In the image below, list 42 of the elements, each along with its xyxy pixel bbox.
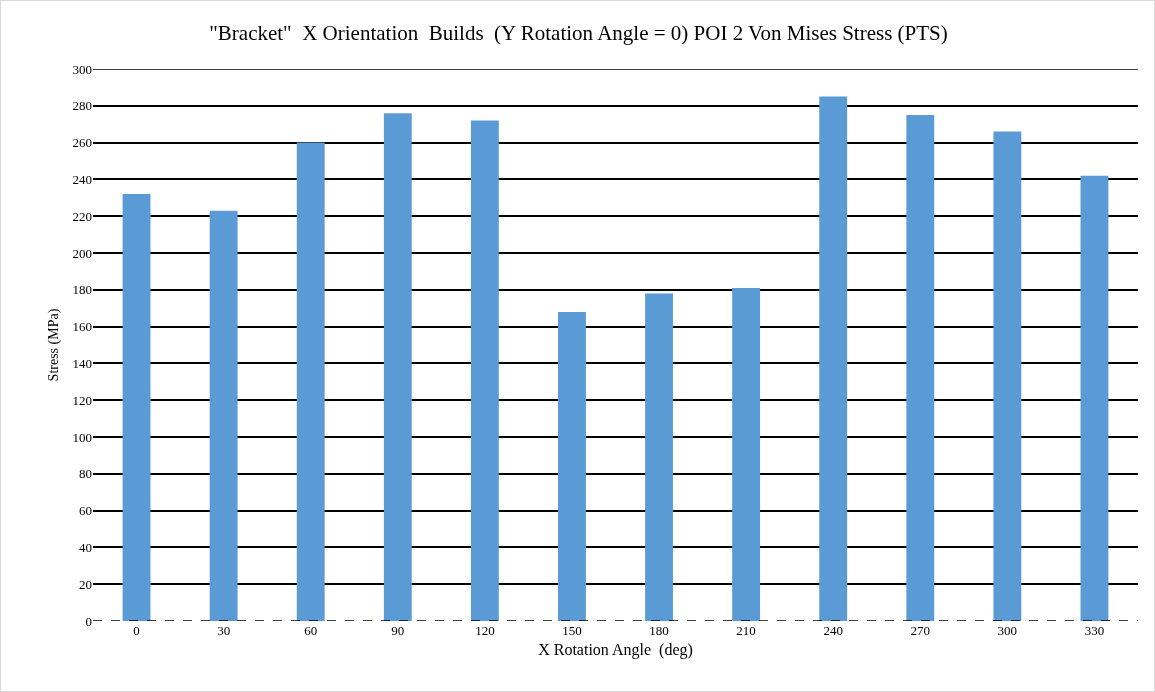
y-tick-label: 240 [72,171,92,187]
x-tick-label: 60 [304,623,318,638]
y-axis-title: Stress (MPa) [46,308,63,382]
y-tick-label: 260 [72,135,92,151]
x-tick-label: 330 [1084,623,1105,638]
y-tick-label: 300 [72,61,92,77]
y-tick-label: 220 [72,208,92,224]
bar [1080,175,1109,621]
y-tick-label: 20 [79,576,92,592]
y-tick-label: 140 [72,355,92,371]
x-tick-label: 240 [823,623,843,638]
y-tick-label: 200 [72,245,92,261]
x-tick-label: 0 [133,623,140,638]
y-tick-label: 40 [79,539,92,555]
y-tick-label: 180 [72,282,92,298]
bar [470,120,499,621]
bar [819,96,848,621]
x-tick-label: 90 [391,623,405,638]
y-tick-label: 120 [72,392,92,408]
bar [645,293,673,621]
bar [122,194,151,621]
bar [558,311,586,621]
y-tick-label: 280 [72,98,92,114]
chart-title: "Bracket" X Orientation Builds (Y Rotation Angle = 0) POI 2 Von Mises Stress (PTS) [209,20,948,45]
x-tick-label: 270 [910,623,931,638]
x-tick-label: 150 [562,623,582,638]
x-tick-label: 210 [736,623,756,638]
x-tick-label: 300 [997,623,1018,638]
bar [383,113,412,621]
bar [209,210,238,621]
bar [296,142,325,621]
y-tick-label: 100 [72,429,92,445]
bar [732,287,761,621]
x-tick-label: 180 [649,623,669,638]
x-axis-title: X Rotation Angle (deg) [538,640,693,659]
x-tick-label: 120 [475,623,495,638]
y-tick-label: 160 [72,319,92,335]
bar [906,115,935,621]
y-tick-label: 60 [79,503,92,519]
y-tick-label: 80 [79,466,92,482]
x-tick-label: 30 [217,623,231,638]
bar [993,131,1022,621]
